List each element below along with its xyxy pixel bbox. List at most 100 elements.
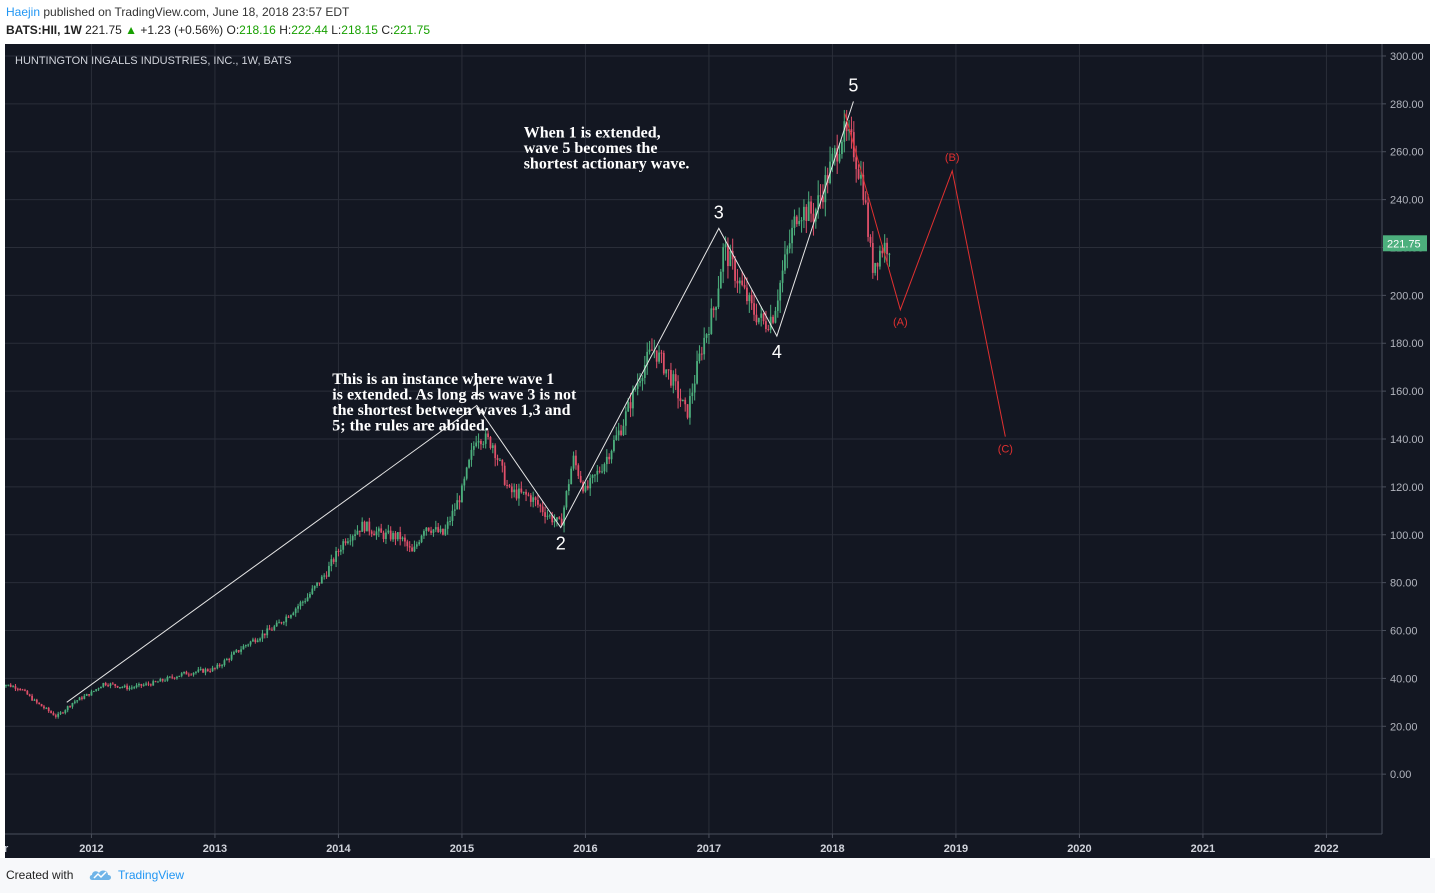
candle-up — [225, 659, 228, 661]
candle-up — [879, 250, 881, 267]
candle-up — [613, 439, 615, 451]
candle-up — [786, 248, 789, 255]
candle-series — [5, 109, 891, 719]
candle-up — [183, 671, 185, 674]
open-label: O: — [226, 23, 240, 37]
candle-up — [76, 700, 79, 702]
candle-up — [591, 475, 594, 478]
candle-down — [731, 251, 734, 260]
candle-down — [35, 699, 38, 703]
candle-down — [47, 707, 50, 712]
candle-up — [290, 615, 292, 618]
time-tick-label: 2020 — [1067, 843, 1091, 855]
candle-up — [176, 676, 178, 679]
candle-down — [52, 712, 55, 716]
candle-up — [301, 601, 304, 603]
candle-down — [50, 711, 52, 713]
candle-down — [149, 684, 152, 686]
time-axis[interactable]: Apr 2012 2013 2014 2015 2016 2017 2018 2019 2020 2… — [5, 833, 1382, 855]
candle-down — [218, 664, 221, 666]
candle-up — [776, 300, 779, 311]
candle-down — [537, 500, 539, 505]
candle-down — [582, 482, 584, 492]
candle-down — [26, 690, 29, 695]
candle-up — [138, 683, 140, 686]
candle-up — [328, 566, 330, 577]
candle-down — [772, 316, 774, 323]
tradingview-brand[interactable]: TradingView — [118, 868, 185, 882]
candle-up — [817, 195, 820, 210]
candle-up — [793, 216, 796, 228]
candle-down — [886, 242, 888, 255]
candle-up — [256, 640, 259, 643]
elliott-wave-lines[interactable]: 1 2 3 4 5 — [66, 75, 859, 703]
annotation-text[interactable]: This is an instance where wave 1 — [332, 371, 554, 388]
price-axis[interactable]: 300.00280.00260.00240.00220.00200.00180.… — [1381, 44, 1424, 834]
candle-up — [691, 392, 694, 397]
candle-down — [337, 551, 340, 553]
price-chart[interactable]: Apr 2012 2013 2014 2015 2016 2017 2018 2019 2020 2… — [5, 44, 1430, 858]
candle-up — [164, 680, 166, 682]
candle-down — [845, 121, 848, 132]
annotation-text[interactable]: 5; the rules are abided. — [332, 418, 489, 435]
abc-correction-lines[interactable]: (A) (B) (C) — [844, 113, 1013, 456]
candle-up — [572, 455, 575, 469]
candle-down — [667, 369, 670, 371]
candle-down — [670, 370, 672, 386]
candle-up — [563, 507, 565, 526]
candle-down — [62, 712, 64, 714]
candle-down — [373, 533, 375, 536]
annotation-text[interactable]: is extended. As long as wave 3 is not — [332, 387, 577, 404]
candle-down — [857, 169, 860, 179]
candle-up — [135, 685, 138, 688]
text-annotations[interactable]: This is an instance where wave 1is exten… — [332, 124, 689, 434]
candle-up — [788, 243, 791, 249]
candle-down — [620, 430, 622, 435]
candle-down — [822, 196, 824, 203]
candle-down — [503, 465, 506, 485]
candle-up — [463, 478, 466, 486]
candle-down — [734, 259, 736, 281]
candle-up — [361, 521, 364, 532]
candle-down — [850, 129, 853, 133]
correction-wave-line[interactable] — [844, 113, 1006, 437]
candle-up — [297, 606, 299, 609]
candle-up — [285, 616, 288, 623]
candle-down — [558, 517, 561, 519]
candle-down — [480, 440, 482, 445]
annotation-text[interactable]: wave 5 becomes the — [524, 140, 658, 157]
price-tick-label: 80.00 — [1390, 578, 1418, 590]
chart-area[interactable]: Apr 2012 2013 2014 2015 2016 2017 2018 2019 2020 2… — [5, 44, 1430, 858]
candle-down — [795, 216, 798, 225]
wave-label-2: 2 — [556, 534, 566, 554]
price-change: +1.23 (+0.56%) — [140, 23, 224, 37]
candle-up — [413, 546, 416, 552]
candle-up — [807, 201, 810, 222]
candle-down — [741, 280, 744, 285]
annotation-text[interactable]: When 1 is extended, — [524, 124, 661, 141]
candle-down — [496, 458, 499, 460]
candle-down — [527, 494, 530, 496]
candle-up — [423, 531, 425, 536]
candle-up — [874, 262, 877, 273]
chart-background — [5, 44, 1430, 858]
candle-down — [881, 250, 884, 254]
candle-down — [679, 398, 682, 402]
candle-up — [838, 154, 841, 162]
candle-down — [655, 350, 658, 362]
candle-up — [45, 707, 48, 709]
annotation-text[interactable]: the shortest between waves 1,3 and — [332, 402, 570, 419]
author-link[interactable]: Haejin — [6, 5, 41, 19]
candle-down — [363, 521, 366, 532]
candle-down — [662, 352, 665, 374]
candle-up — [596, 470, 599, 475]
candle-up — [615, 435, 618, 440]
impulse-wave-line[interactable] — [66, 101, 854, 703]
candle-up — [418, 542, 421, 545]
candle-up — [197, 669, 200, 672]
candle-up — [449, 520, 451, 522]
candle-down — [577, 465, 580, 476]
annotation-text[interactable]: shortest actionary wave. — [524, 155, 690, 172]
candle-up — [109, 683, 112, 687]
candle-down — [674, 374, 677, 382]
